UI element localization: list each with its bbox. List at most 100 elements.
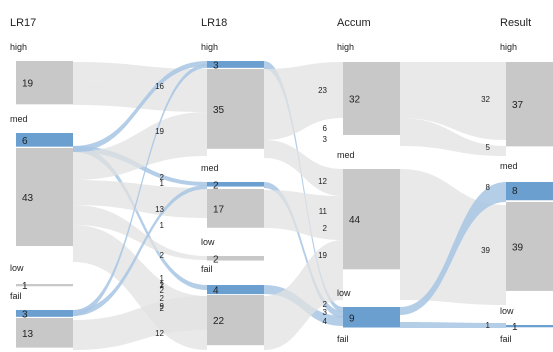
sankey-node (16, 61, 73, 105)
flow-value-label: 32 (481, 95, 490, 104)
flow-value-label: 9 (160, 302, 165, 311)
flow-value-label: 2 (323, 224, 328, 233)
sankey-node (343, 62, 400, 135)
flow-value-label: 1 (486, 321, 491, 330)
group-label: high (10, 42, 27, 52)
sankey-node (16, 133, 73, 147)
group-label: fail (10, 291, 22, 301)
flow-value-label: 16 (155, 82, 164, 91)
nodes (16, 61, 553, 348)
flow-value-label: 19 (155, 127, 164, 136)
flow-link (73, 62, 207, 86)
flow-value-label: 11 (319, 207, 328, 216)
sankey-node (16, 310, 73, 317)
sankey-node (16, 318, 73, 348)
group-label: high (337, 42, 354, 52)
flow-link (400, 118, 506, 156)
flow-value-label: 23 (318, 86, 327, 95)
node-value-label: 2 (213, 254, 219, 265)
node-value-label: 37 (512, 100, 524, 111)
flow-link (264, 190, 343, 240)
node-value-label: 39 (512, 242, 524, 253)
flow-link (73, 296, 207, 350)
flow-value-label: 19 (318, 251, 327, 260)
flow-link (73, 185, 207, 316)
node-value-label: 8 (512, 186, 518, 197)
column-title: Accum (337, 17, 371, 29)
node-value-label: 32 (349, 94, 361, 105)
flow-value-label: 2 (160, 294, 165, 303)
group-label: med (201, 163, 219, 173)
flow-value-label: 2 (160, 281, 165, 290)
group-label: low (500, 306, 514, 316)
flow-link (400, 62, 506, 140)
node-value-label: 43 (22, 193, 34, 204)
sankey-node (207, 61, 264, 68)
flow-link (264, 61, 343, 312)
sankey-node (16, 284, 73, 287)
flow-value-label: 4 (323, 317, 328, 326)
flow-value-label: 1 (160, 221, 165, 230)
sankey-node (343, 169, 400, 270)
flow-value-label: 2 (160, 286, 165, 295)
flow-value-label: 3 (323, 308, 328, 317)
flow-link (400, 322, 506, 328)
node-value-label: 1 (512, 322, 518, 333)
group-label: fail (201, 264, 213, 274)
flow-value-label: 2 (160, 251, 165, 260)
sankey-node (207, 256, 264, 261)
sankey-node (207, 182, 264, 187)
sankey-node (343, 307, 400, 328)
node-value-label: 6 (22, 136, 28, 147)
node-value-label: 13 (22, 329, 34, 340)
group-label: med (337, 150, 355, 160)
flow-value-label: 12 (155, 329, 164, 338)
flow-link (264, 182, 343, 318)
flow-value-label: 1 (160, 274, 165, 283)
flow-link (264, 140, 343, 196)
flow-value-label: 1 (160, 179, 165, 188)
flow-link (73, 112, 207, 180)
group-label: low (201, 237, 215, 247)
flow-value-label: 3 (323, 135, 328, 144)
flow-value-label: 5 (486, 143, 491, 152)
sankey-node (16, 148, 73, 247)
flow-link (73, 205, 207, 260)
flow-link (73, 64, 207, 316)
group-label: fail (337, 334, 349, 344)
flow-value-label: 12 (318, 177, 327, 186)
group-label: fail (500, 334, 512, 344)
sankey-node (207, 189, 264, 228)
sankey-node (506, 62, 553, 147)
flow-value-label: 8 (486, 183, 491, 192)
group-label: low (337, 288, 351, 298)
flow-value-label: 13 (155, 205, 164, 214)
flow-link (400, 182, 506, 315)
flow-link (73, 146, 207, 290)
node-value-label: 3 (22, 309, 28, 320)
node-value-label: 35 (213, 105, 225, 116)
flow-value-label: 39 (481, 246, 490, 255)
node-value-label: 19 (22, 79, 34, 90)
flow-link (73, 81, 207, 112)
flow-value-label: 2 (160, 304, 165, 313)
node-value-label: 2 (213, 180, 219, 191)
flow-value-label: 2 (160, 173, 165, 182)
node-value-label: 1 (22, 281, 28, 292)
flows (73, 61, 506, 350)
sankey-node (207, 295, 264, 346)
flow-link (73, 61, 207, 152)
group-label: high (201, 42, 218, 52)
flow-value-label: 6 (323, 124, 328, 133)
node-value-label: 9 (349, 313, 355, 324)
column-title: LR17 (10, 17, 36, 29)
flow-link (73, 180, 207, 218)
node-value-label: 17 (213, 204, 225, 215)
sankey-node (207, 69, 264, 149)
sankey-node (506, 182, 553, 201)
node-value-label: 22 (213, 316, 225, 327)
column-title: Result (500, 17, 531, 29)
sankey-node (506, 325, 553, 328)
group-label: high (500, 42, 517, 52)
